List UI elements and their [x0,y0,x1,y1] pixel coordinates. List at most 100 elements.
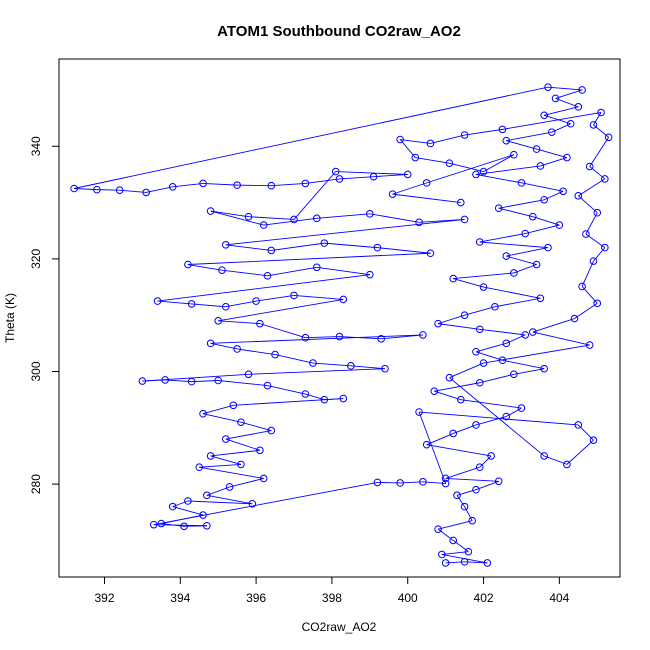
series-connector-line [399,139,416,158]
data-point [517,179,526,187]
series-connector-line [494,297,541,308]
series-connector-line [585,212,598,235]
data-point [233,345,241,353]
series-connector-line [593,112,602,126]
data-point [589,436,598,444]
data-point [237,460,245,469]
series-connector-line [237,184,272,187]
data-point [460,215,469,224]
data-point [502,412,511,421]
series-connector-line [229,478,264,488]
x-tick-label: 400 [398,591,418,605]
series-connector-line [271,182,306,187]
series-connector-line [187,264,223,271]
series-connector-line [400,139,431,144]
series-connector-line [544,455,568,465]
data-point [388,190,397,198]
series-connector-line [483,286,541,299]
data-point [373,478,382,487]
data-point [373,243,382,252]
data-point [570,314,579,323]
data-point [502,339,511,348]
series-connector-line [202,404,234,415]
data-point [115,186,124,194]
data-point [498,125,507,134]
series-connector-line [525,224,560,234]
series-connector-line [293,295,344,300]
series-connector-line [449,162,484,173]
data-point [494,477,503,486]
series-connector-line [119,189,147,193]
series-connector-line [547,86,583,91]
data-point [460,311,469,319]
series-connector-line [199,466,264,479]
data-point [206,207,215,215]
data-point [244,370,253,379]
series-connector-line [426,444,492,457]
series-connector-line [259,323,306,339]
series-connector-line [172,500,189,508]
x-tick-label: 404 [549,591,569,605]
series-connector-line [578,178,606,197]
series-connector-line [157,300,192,305]
series-connector-line [434,382,480,392]
data-point [312,263,321,272]
series-connector-line [225,244,272,251]
data-point [214,376,222,385]
data-point [472,421,480,429]
data-point [256,319,264,328]
series-connector-line [479,328,526,336]
data-point [601,175,609,183]
data-point [540,111,548,120]
data-point [483,559,492,567]
series-connector-line [172,506,204,516]
series-connector-line [221,269,268,277]
data-point [578,282,586,291]
series-connector-line [460,399,522,409]
data-point [403,170,412,179]
series-connector-line [453,272,514,280]
data-point [195,463,204,472]
data-point [475,463,484,472]
data-point [593,208,602,217]
series-connector-line [449,377,545,457]
data-point [256,446,264,455]
data-point [502,136,511,145]
data-point [267,181,276,190]
data-point [555,221,564,229]
data-point [320,239,329,247]
data-point [540,195,548,204]
data-point [301,179,310,188]
data-point [422,179,431,187]
data-point [290,215,298,224]
data-point [229,401,238,410]
data-point [221,302,230,311]
data-point [93,185,101,194]
data-point [544,243,552,252]
series-connector-line [506,131,552,142]
data-point [589,121,598,129]
series-connector-line [206,494,253,505]
data-point [460,131,469,139]
series-connector-line [153,481,378,526]
series-connector-line [434,390,461,401]
series-connector-line [437,520,473,530]
data-point [301,390,310,398]
data-point [168,502,177,511]
data-point [138,377,147,385]
series-connector-line [415,157,450,164]
data-point [184,497,192,505]
data-point [593,299,602,308]
series-connector-line [210,449,260,457]
data-point [434,319,442,328]
data-point [472,485,480,494]
data-point [475,325,484,334]
series-connector-line [555,97,579,108]
data-point [184,260,192,269]
data-point [142,188,150,197]
series-connector-line [263,217,317,226]
series-connector-line [199,463,241,468]
data-point [301,333,310,342]
data-point [510,150,518,159]
series-connector-line [210,210,249,218]
